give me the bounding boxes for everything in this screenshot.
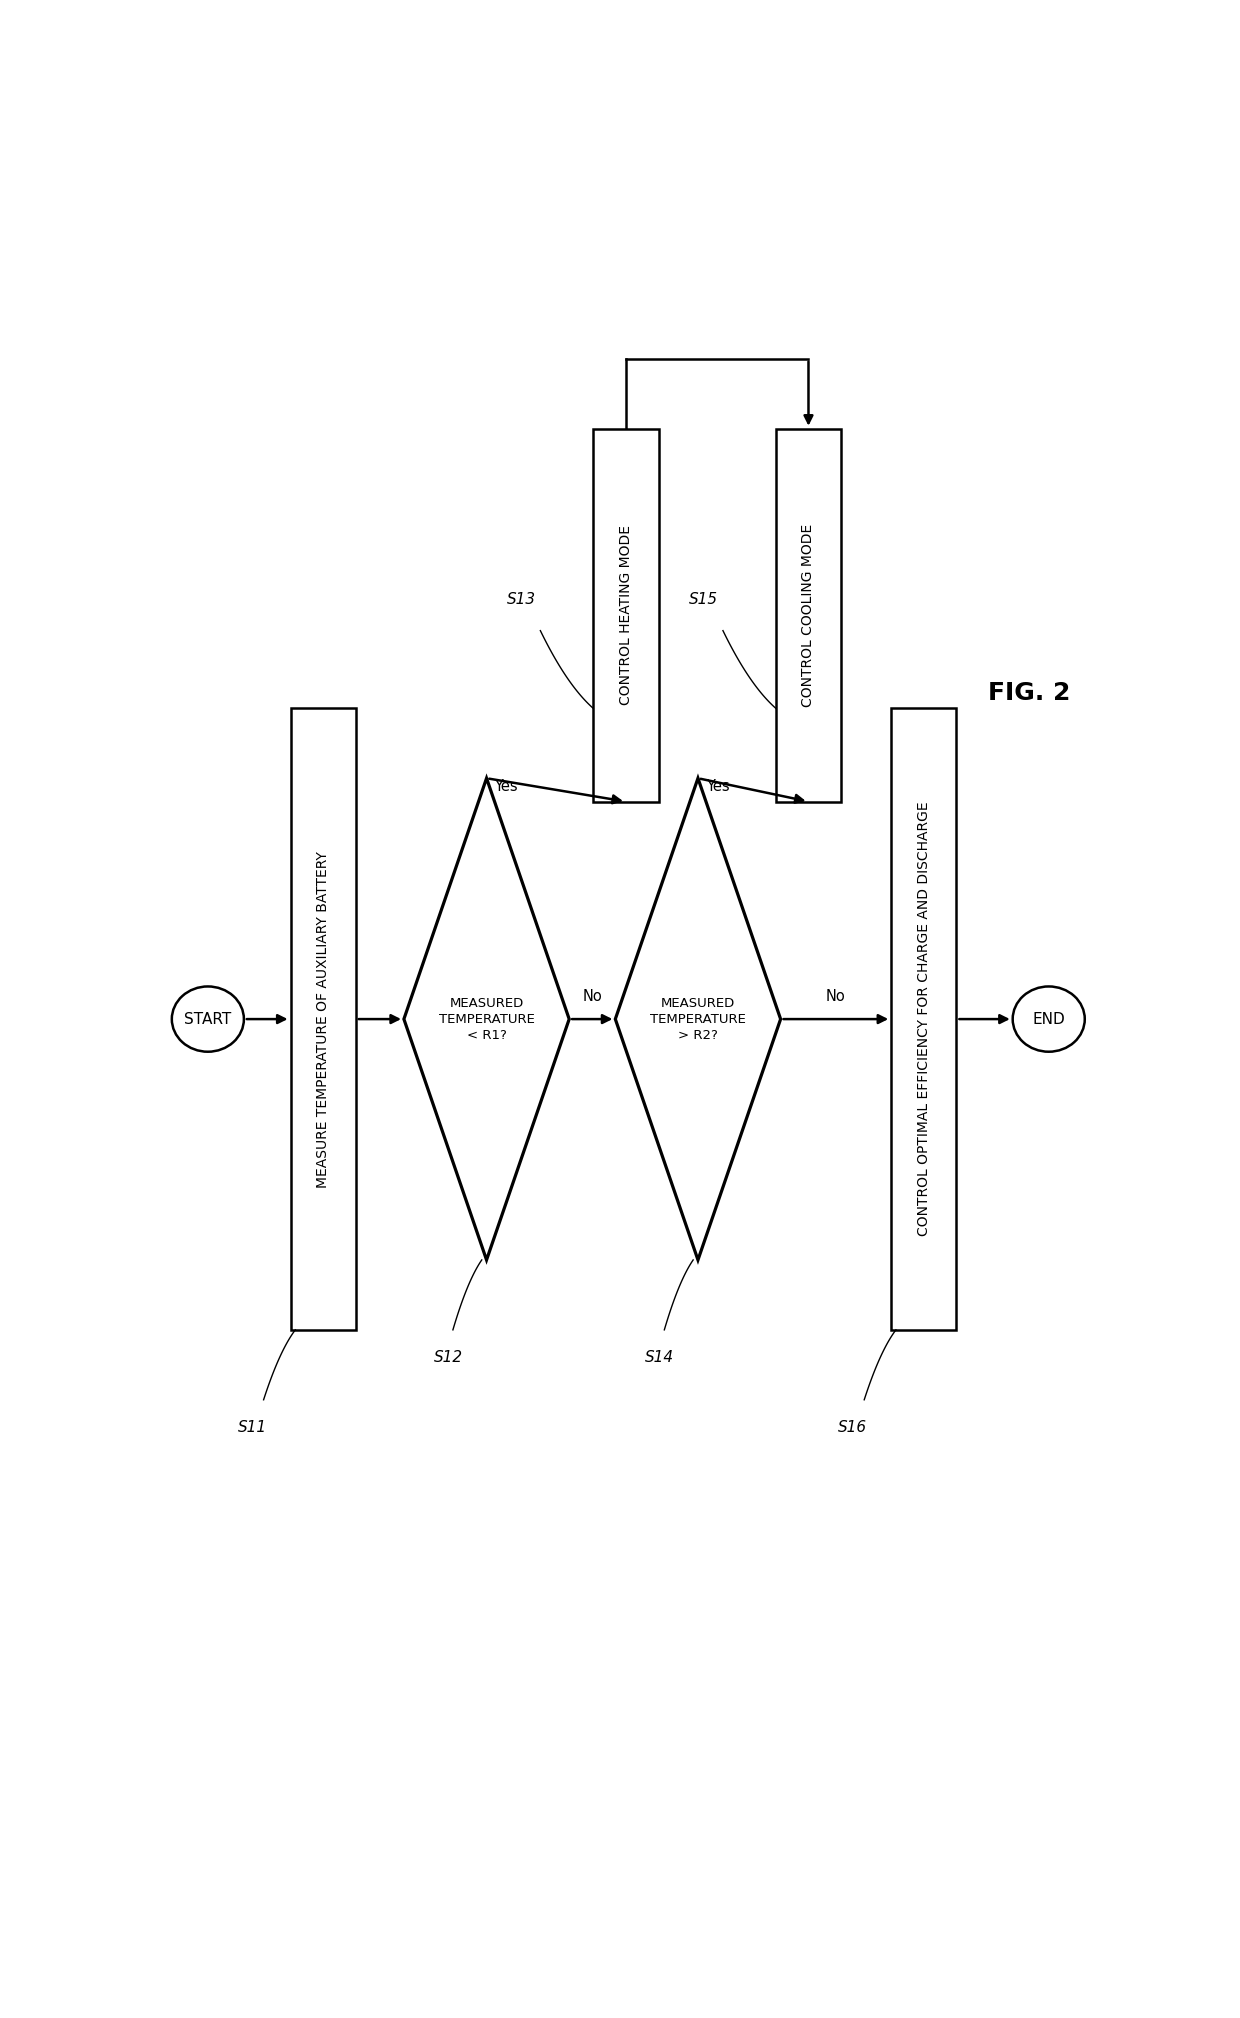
Ellipse shape xyxy=(172,987,244,1051)
Text: S11: S11 xyxy=(238,1421,267,1435)
Text: CONTROL HEATING MODE: CONTROL HEATING MODE xyxy=(619,525,632,704)
Bar xyxy=(593,428,658,801)
Bar xyxy=(776,428,841,801)
Bar xyxy=(290,708,356,1330)
Text: No: No xyxy=(583,989,603,1003)
Text: S15: S15 xyxy=(689,593,718,607)
Text: MEASURED
TEMPERATURE
< R1?: MEASURED TEMPERATURE < R1? xyxy=(439,997,534,1041)
Text: FIG. 2: FIG. 2 xyxy=(988,680,1070,704)
Bar xyxy=(892,708,956,1330)
Text: No: No xyxy=(826,989,846,1003)
Text: CONTROL COOLING MODE: CONTROL COOLING MODE xyxy=(801,523,816,706)
Polygon shape xyxy=(615,779,781,1259)
Text: MEASURE TEMPERATURE OF AUXILIARY BATTERY: MEASURE TEMPERATURE OF AUXILIARY BATTERY xyxy=(316,852,330,1187)
Text: END: END xyxy=(1033,1011,1065,1027)
Polygon shape xyxy=(404,779,569,1259)
Text: S14: S14 xyxy=(645,1350,675,1364)
Text: S12: S12 xyxy=(434,1350,463,1364)
Text: CONTROL OPTIMAL EFFICIENCY FOR CHARGE AND DISCHARGE: CONTROL OPTIMAL EFFICIENCY FOR CHARGE AN… xyxy=(916,801,931,1237)
Text: S13: S13 xyxy=(507,593,536,607)
Ellipse shape xyxy=(1013,987,1085,1051)
Text: Yes: Yes xyxy=(706,779,729,793)
Text: START: START xyxy=(185,1011,232,1027)
Text: MEASURED
TEMPERATURE
> R2?: MEASURED TEMPERATURE > R2? xyxy=(650,997,746,1041)
Text: Yes: Yes xyxy=(495,779,518,793)
Text: S16: S16 xyxy=(838,1421,867,1435)
